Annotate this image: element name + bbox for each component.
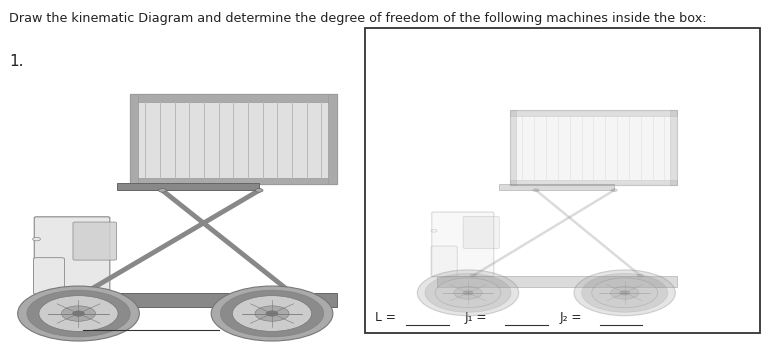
Bar: [329, 94, 336, 184]
Bar: [130, 94, 336, 184]
Circle shape: [637, 274, 644, 277]
Text: L =: L =: [375, 311, 396, 324]
Circle shape: [61, 306, 95, 321]
Circle shape: [81, 291, 89, 295]
Circle shape: [611, 189, 617, 192]
FancyBboxPatch shape: [35, 217, 110, 294]
Circle shape: [425, 273, 511, 312]
FancyBboxPatch shape: [73, 222, 117, 260]
Circle shape: [581, 273, 667, 312]
Circle shape: [463, 290, 473, 295]
Circle shape: [620, 290, 630, 295]
Text: J₁ =: J₁ =: [465, 311, 487, 324]
Circle shape: [220, 290, 324, 337]
Circle shape: [591, 278, 657, 308]
Bar: [510, 110, 677, 116]
Bar: [670, 110, 677, 185]
Circle shape: [287, 291, 295, 295]
Circle shape: [255, 189, 263, 192]
Bar: [40, 293, 336, 306]
Text: Draw the kinematic Diagram and determine the degree of freedom of the following : Draw the kinematic Diagram and determine…: [9, 12, 707, 25]
Bar: [130, 94, 336, 102]
Bar: [365, 28, 760, 333]
Circle shape: [454, 286, 482, 299]
Bar: [499, 184, 614, 190]
Circle shape: [211, 286, 333, 341]
Bar: [130, 178, 336, 184]
Circle shape: [233, 296, 312, 331]
Circle shape: [431, 229, 437, 232]
Circle shape: [72, 311, 84, 316]
Circle shape: [255, 306, 289, 321]
Circle shape: [33, 237, 41, 241]
Bar: [118, 183, 259, 191]
FancyBboxPatch shape: [34, 258, 65, 294]
FancyBboxPatch shape: [432, 212, 494, 277]
FancyBboxPatch shape: [463, 217, 499, 248]
Bar: [510, 110, 677, 185]
Bar: [510, 180, 677, 185]
Text: DOF:: DOF:: [42, 320, 73, 333]
Circle shape: [27, 290, 131, 337]
Circle shape: [435, 278, 501, 308]
Text: 1.: 1.: [9, 54, 24, 69]
Circle shape: [470, 274, 476, 277]
Circle shape: [266, 311, 278, 316]
Bar: [130, 94, 138, 184]
Circle shape: [158, 189, 166, 192]
Circle shape: [574, 270, 675, 316]
FancyBboxPatch shape: [431, 246, 457, 277]
Circle shape: [611, 286, 639, 299]
Bar: [510, 110, 516, 185]
Circle shape: [417, 270, 518, 316]
Circle shape: [533, 189, 539, 192]
Text: J₂ =: J₂ =: [559, 311, 581, 324]
Circle shape: [39, 296, 118, 331]
Bar: [437, 276, 677, 287]
Circle shape: [18, 286, 139, 341]
